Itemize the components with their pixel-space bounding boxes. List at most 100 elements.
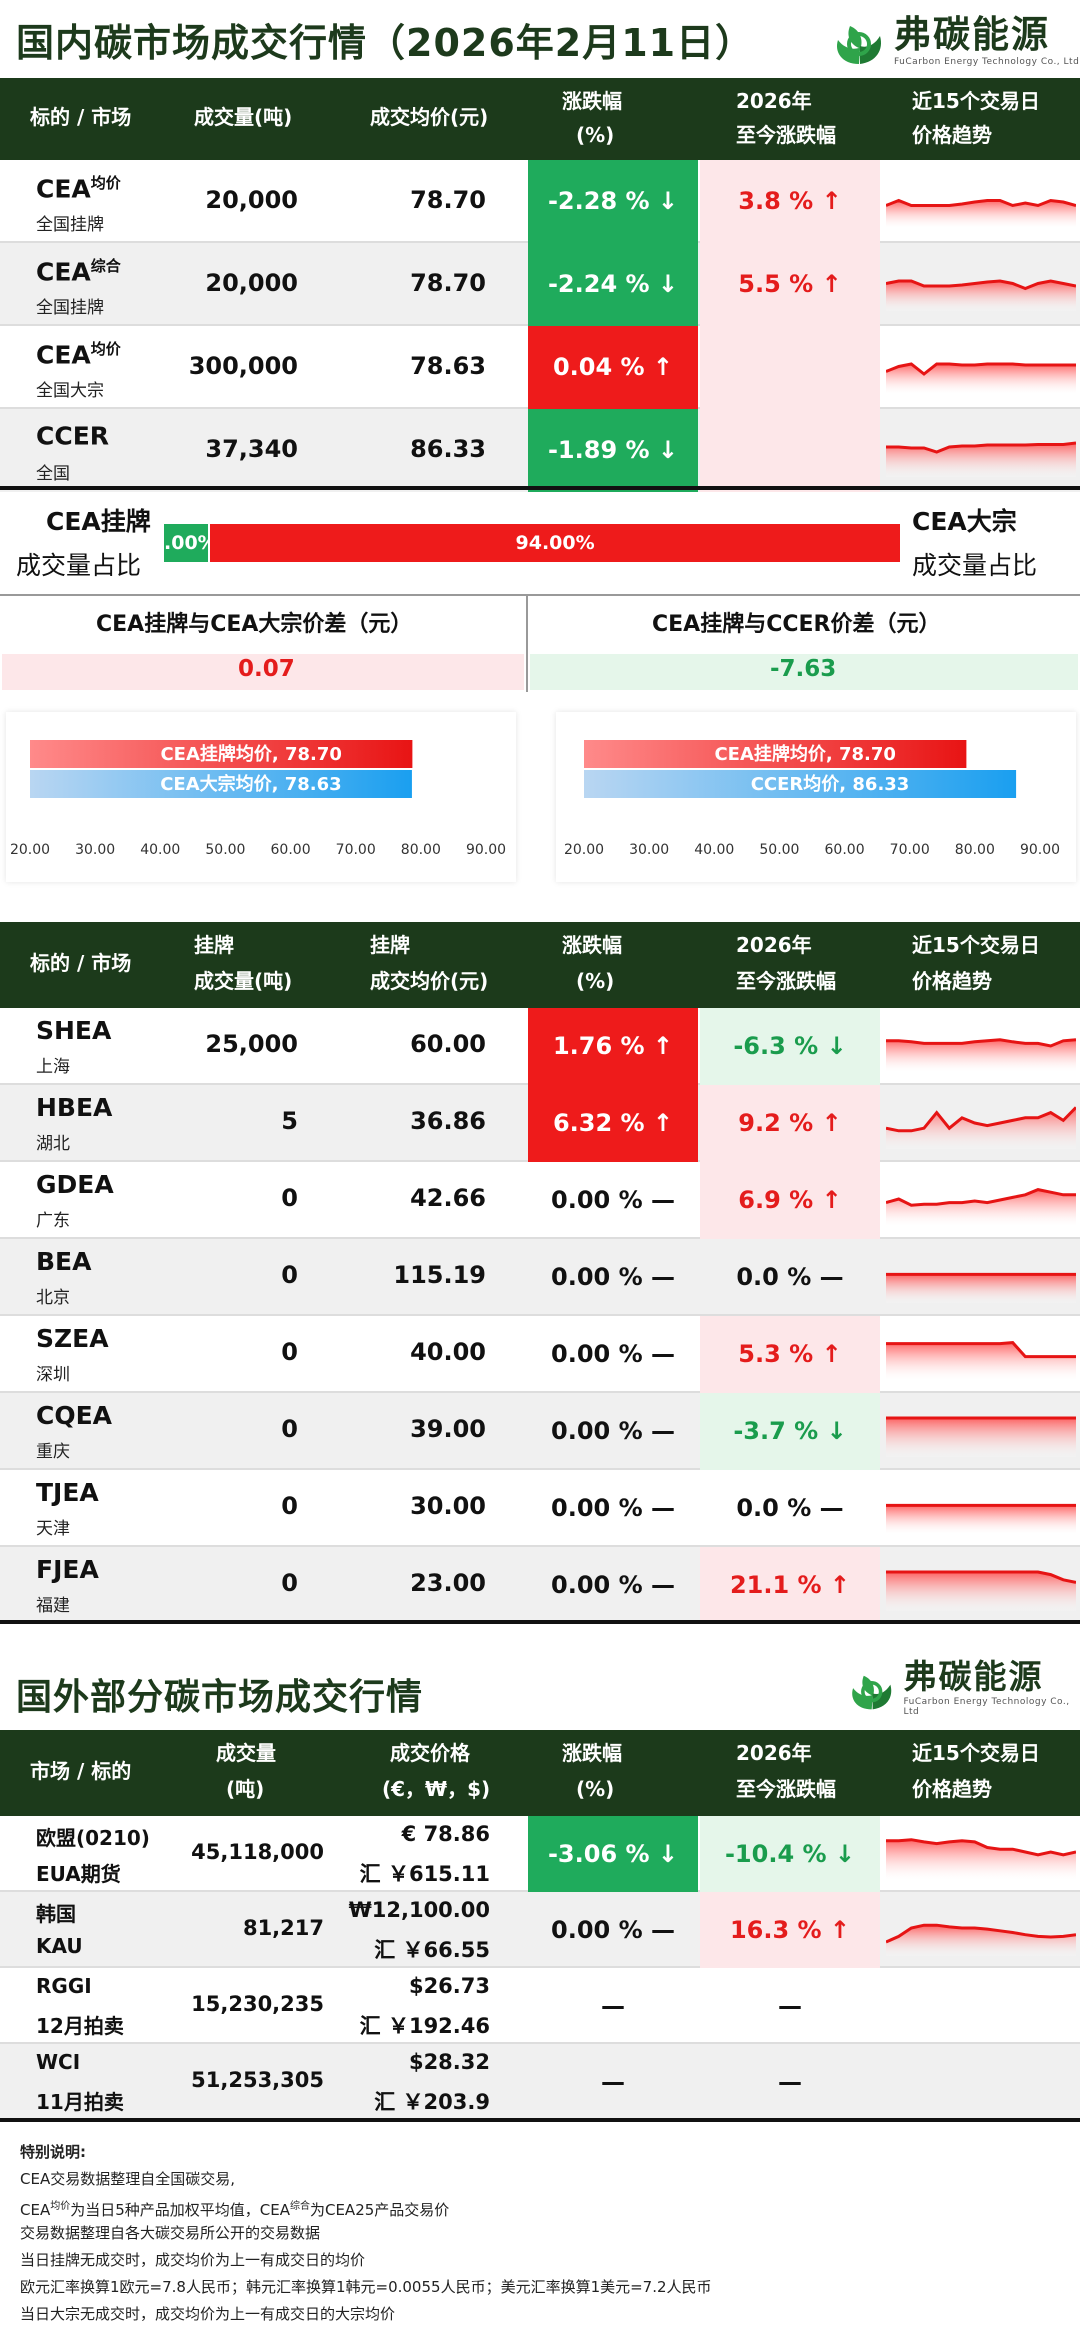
row-sub: 重庆 [36,1442,70,1462]
axis-tick-label: 90.00 [466,842,506,858]
row-price: $28.32 [408,2050,490,2074]
table-row: CEA综合 全国挂牌 20,000 78.70 -2.24 % ↓ 5.5 % ↑ [0,243,1080,326]
row-sub: 深圳 [36,1365,70,1385]
sparkline-area [886,1505,1076,1534]
row-ytd: 0.0 % — [700,1470,880,1547]
row-price: 115.19 [393,1261,486,1289]
spread-right-title: CEA挂牌与CCER价差（元） [652,612,941,637]
axis-tick-label: 20.00 [564,842,604,858]
row-sub: 12月拍卖 [36,2014,124,2038]
row-sub: 湖北 [36,1134,70,1154]
row-name: WCI [36,2050,81,2074]
note-text: CEA [20,2201,51,2219]
header-change: 涨跌幅 [562,1741,622,1765]
note-sup: 综合 [289,2201,310,2212]
note-line: 当日大宗无成交时，成交均价为上一有成交日的大宗均价 [20,2305,396,2323]
header-target: 标的 / 市场 [30,105,132,129]
row-change-text: 0.00 % — [551,1186,675,1214]
row-volume: 300,000 [188,352,298,380]
row-ytd: -3.7 % ↓ [700,1393,880,1470]
header-trend: 近15个交易日 [912,89,1040,113]
row-change: 0.04 % ↑ [528,326,698,409]
share-left-sub: 成交量占比 [16,551,142,580]
row-price-cny: 汇 ￥615.11 [359,1862,490,1886]
row-change: -1.89 % ↓ [528,409,698,492]
row-ytd-text: 21.1 % ↑ [729,1571,851,1599]
price-trend-sparkline [886,279,1076,311]
sparkline-area [886,1925,1076,1956]
table-row: CCER 全国 37,340 86.33 -1.89 % ↓ [0,409,1080,492]
row-change: 1.76 % ↑ [528,1008,698,1085]
price-bar [584,770,1017,798]
row-ytd-text: — [778,1992,802,2020]
header-target: 标的 / 市场 [30,951,132,975]
price-trend-sparkline [886,441,1076,477]
row-volume: 5 [281,1107,298,1135]
row-volume: 20,000 [205,186,298,214]
share-right-sub: 成交量占比 [912,551,1038,580]
axis-tick-label: 30.00 [75,842,115,858]
header-change-unit: (%) [576,969,615,993]
axis-tick-label: 60.00 [825,842,865,858]
price-bar-label: CEA挂牌均价, 78.70 [714,743,895,765]
row-price: 86.33 [410,435,486,463]
table-row: CQEA 重庆 0 39.00 0.00 % — -3.7 % ↓ [0,1393,1080,1470]
header-change-unit: (%) [576,1777,615,1801]
row-sub: 11月拍卖 [36,2090,124,2114]
price-bar [584,740,967,768]
logo: 弗碳能源 FuCarbon Energy Technology Co., Ltd [830,14,1079,68]
row-change: -2.28 % ↓ [528,160,698,243]
row-change-text: 0.00 % — [551,1494,675,1522]
axis-tick-label: 40.00 [694,842,734,858]
price-trend-sparkline [886,1038,1076,1072]
header-price: 成交价格 [390,1741,470,1765]
row-name: FJEA [36,1555,99,1584]
row-volume: 0 [281,1338,298,1366]
row-change: 0.00 % — [528,1239,698,1316]
row-price: 39.00 [410,1415,486,1443]
axis-tick-label: 90.00 [1020,842,1060,858]
axis-tick-label: 80.00 [955,842,995,858]
row-ytd-text: -10.4 % ↓ [724,1840,856,1868]
row-ytd-text: 9.2 % ↑ [738,1109,842,1137]
price-trend-sparkline [886,1341,1076,1380]
header-trend-sub: 价格趋势 [912,1777,992,1801]
row-change-text: 0.00 % — [551,1263,675,1291]
row-change: -2.24 % ↓ [528,243,698,326]
table-row: SHEA 上海 25,000 60.00 1.76 % ↑ -6.3 % ↓ [0,1008,1080,1085]
row-ytd [700,409,880,492]
share-bar: .00% 94.00% [164,524,900,562]
row-name: BEA [36,1247,92,1276]
spread-right-box [530,654,1078,690]
row-ytd: 16.3 % ↑ [700,1892,880,1968]
row-change-text: 0.00 % — [551,1571,675,1599]
note-line: 交易数据整理自各大碳交易所公开的交易数据 [20,2224,321,2242]
table-row: 欧盟(0210) EUA期货 45,118,000 € 78.86 汇 ￥615.11 -… [0,1816,1080,1892]
note-line: 欧元汇率换算1欧元=7.8人民币；韩元汇率换算1韩元=0.0055人民币；美元汇… [20,2278,712,2296]
row-ytd-text: 0.0 % — [736,1263,844,1291]
share-listed-label: .00% [164,532,208,554]
row-volume: 15,230,235 [191,1992,324,2016]
price-bar-label: CEA挂牌均价, 78.70 [160,743,341,765]
note-line: 当日挂牌无成交时，成交均价为上一有成交日的均价 [20,2251,366,2269]
row-change-text: -2.28 % ↓ [547,187,679,215]
price-trend-sparkline [886,1570,1076,1611]
row-sub: 福建 [36,1596,70,1616]
logo-text: 弗碳能源 [894,12,1050,56]
logo: 弗碳能源 FuCarbon Energy Technology Co., Ltd [846,1660,1080,1717]
row-sub: 全国 [36,464,70,484]
intl-table-header: 市场 / 标的 成交量 (吨) 成交价格 (€，₩，$) 涨跌幅 (%) 202… [0,1730,1080,1816]
header-volume: 挂牌 [194,933,234,957]
row-name: SZEA [36,1324,109,1353]
share-bar-block: 94.00% [210,524,900,562]
row-name: SHEA [36,1016,112,1045]
logo-subtitle: FuCarbon Energy Technology Co., Ltd [894,56,1080,67]
row-ytd-text: 5.5 % ↑ [738,270,842,298]
sparkline-line [886,1106,1076,1133]
spread-divider [526,596,528,692]
row-change-text: 0.00 % — [551,1916,675,1944]
row-price-cny: 汇 ￥203.9 [374,2090,490,2114]
row-price: 36.86 [410,1107,486,1135]
price-bar-chart: CEA挂牌均价, 78.70 CCER均价, 86.33 20.00 30.00 40.… [564,740,1060,858]
note-line: CEA交易数据整理自全国碳交易, [20,2170,235,2188]
